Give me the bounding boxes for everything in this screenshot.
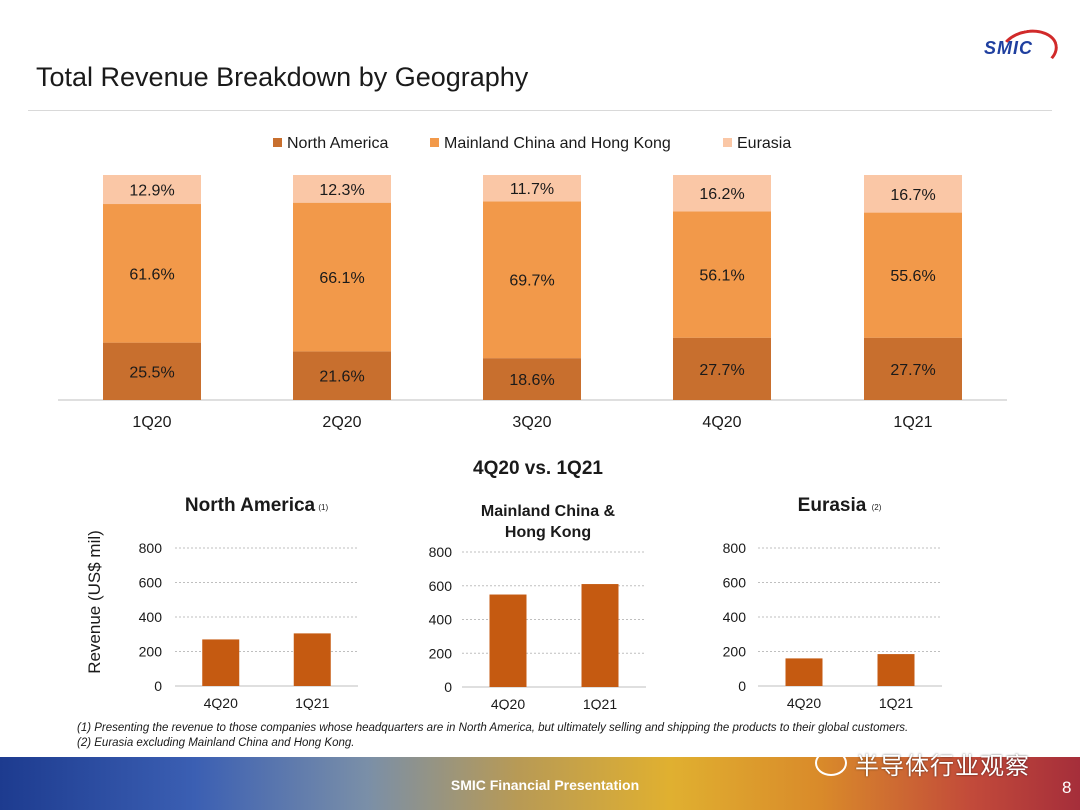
data-label: 25.5% bbox=[129, 364, 174, 381]
x-tick-label: 4Q20 bbox=[491, 696, 525, 710]
y-tick-label: 0 bbox=[154, 678, 162, 694]
data-label: 18.6% bbox=[509, 372, 554, 389]
smic-logo: SMIC bbox=[984, 38, 1033, 58]
comparison-charts: 4Q20 vs. 1Q21 North America (1) 0 200 400 600… bbox=[85, 458, 942, 710]
bar bbox=[581, 584, 619, 687]
legend-label: North America bbox=[287, 135, 388, 152]
y-tick-label: 0 bbox=[738, 678, 746, 694]
y-tick-label: 600 bbox=[429, 578, 453, 594]
x-tick-label: 1Q21 bbox=[583, 696, 617, 710]
bar-segment bbox=[293, 202, 391, 352]
small-chart-title: Eurasia bbox=[798, 495, 867, 516]
x-tick-label: 4Q20 bbox=[787, 695, 821, 710]
bar bbox=[293, 633, 331, 686]
small-chart-title: Mainland China & bbox=[481, 503, 616, 520]
legend-label: Eurasia bbox=[737, 135, 791, 152]
y-tick-label: 200 bbox=[139, 644, 163, 660]
bar-segment bbox=[103, 204, 201, 343]
legend-swatch bbox=[430, 138, 439, 147]
watermark-text: 半导体行业观察 bbox=[855, 753, 1030, 780]
footnotes: (1) Presenting the revenue to those comp… bbox=[77, 721, 908, 751]
data-label: 69.7% bbox=[509, 273, 554, 290]
bar-segment bbox=[483, 175, 581, 202]
bar-segment bbox=[483, 201, 581, 359]
footer-bar bbox=[0, 757, 1080, 810]
data-label: 61.6% bbox=[129, 266, 174, 283]
footnote-marker: (2) bbox=[872, 503, 882, 512]
x-tick-label: 1Q20 bbox=[132, 414, 171, 431]
bar-segment bbox=[673, 211, 771, 338]
bar-segment bbox=[103, 175, 201, 205]
stacked-bar-chart: North America Mainland China and Hong Kon… bbox=[58, 135, 1007, 431]
page-number: 8 bbox=[1062, 778, 1072, 797]
small-chart-title: Hong Kong bbox=[505, 524, 591, 541]
wechat-icon bbox=[815, 750, 847, 776]
bar-segment bbox=[864, 337, 962, 400]
data-label: 12.3% bbox=[319, 182, 364, 199]
bar-segment bbox=[103, 342, 201, 400]
y-tick-label: 800 bbox=[429, 544, 453, 560]
bar-segment bbox=[864, 175, 962, 213]
bar-segment bbox=[483, 358, 581, 400]
y-tick-label: 200 bbox=[723, 644, 747, 660]
y-tick-label: 0 bbox=[444, 679, 452, 695]
y-tick-label: 600 bbox=[723, 575, 747, 591]
bar bbox=[202, 639, 240, 686]
x-tick-label: 4Q20 bbox=[204, 695, 238, 710]
bar bbox=[489, 594, 527, 687]
bar bbox=[877, 654, 915, 686]
footnote-marker: (1) bbox=[318, 503, 328, 512]
y-tick-label: 800 bbox=[723, 540, 747, 556]
bar-segment bbox=[864, 212, 962, 338]
bar bbox=[785, 658, 823, 686]
footnote-2: (2) Eurasia excluding Mainland China and… bbox=[77, 737, 355, 749]
legend-swatch bbox=[723, 138, 732, 147]
small-chart-title: North America bbox=[185, 495, 316, 516]
footnote-1: (1) Presenting the revenue to those comp… bbox=[77, 722, 909, 734]
x-tick-label: 1Q21 bbox=[893, 414, 932, 431]
legend-label: Mainland China and Hong Kong bbox=[444, 135, 671, 152]
y-axis-label: Revenue (US$ mil) bbox=[85, 530, 104, 674]
data-label: 27.7% bbox=[890, 362, 935, 379]
x-tick-label: 4Q20 bbox=[702, 414, 741, 431]
page-title: Total Revenue Breakdown by Geography bbox=[36, 62, 529, 92]
data-label: 11.7% bbox=[510, 181, 554, 198]
y-tick-label: 800 bbox=[139, 540, 163, 556]
title-divider bbox=[28, 110, 1052, 111]
data-label: 16.2% bbox=[699, 186, 744, 203]
footer-title: SMIC Financial Presentation bbox=[450, 777, 640, 793]
comparison-title: 4Q20 vs. 1Q21 bbox=[473, 458, 603, 479]
y-tick-label: 600 bbox=[139, 575, 163, 591]
bar-segment bbox=[673, 175, 771, 212]
y-tick-label: 400 bbox=[723, 609, 747, 625]
y-tick-label: 400 bbox=[139, 609, 163, 625]
y-tick-label: 400 bbox=[429, 612, 453, 628]
x-tick-label: 1Q21 bbox=[879, 695, 913, 710]
y-tick-label: 200 bbox=[429, 645, 453, 661]
x-tick-label: 3Q20 bbox=[512, 414, 551, 431]
data-label: 27.7% bbox=[699, 362, 744, 379]
x-tick-label: 1Q21 bbox=[295, 695, 329, 710]
bar-segment bbox=[673, 337, 771, 400]
x-tick-label: 2Q20 bbox=[322, 414, 361, 431]
data-label: 12.9% bbox=[129, 183, 174, 200]
data-label: 55.6% bbox=[890, 268, 935, 285]
data-label: 66.1% bbox=[319, 270, 364, 287]
legend-swatch bbox=[273, 138, 282, 147]
data-label: 21.6% bbox=[319, 369, 364, 386]
bar-segment bbox=[293, 175, 391, 203]
bar-segment bbox=[293, 351, 391, 400]
data-label: 56.1% bbox=[699, 268, 744, 285]
data-label: 16.7% bbox=[890, 187, 935, 204]
